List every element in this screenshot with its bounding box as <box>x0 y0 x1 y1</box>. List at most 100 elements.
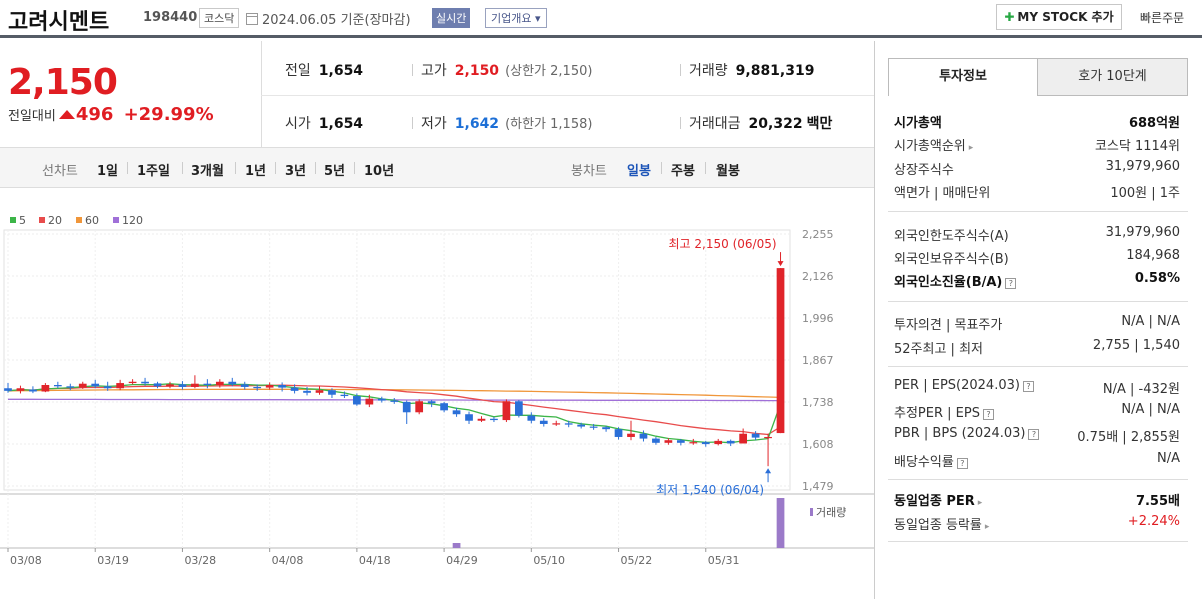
chevron-right-icon: ▸ <box>984 522 990 532</box>
line-chart-label: 선차트 <box>42 164 78 179</box>
candle-body <box>377 398 386 401</box>
x-tick-label: 05/22 <box>621 554 653 567</box>
x-tick-label: 03/19 <box>97 554 129 567</box>
foreign-ratio-value: 0.58% <box>1134 271 1180 286</box>
period-3y[interactable]: 3년 <box>285 164 307 179</box>
candle-body <box>141 381 149 384</box>
prev-close: 전일 1,654 <box>285 60 363 80</box>
y-tick-label: 1,738 <box>802 396 834 409</box>
high-label: 고가 <box>421 63 447 79</box>
candle-body <box>714 440 723 445</box>
candle-body <box>116 383 125 389</box>
candle-body <box>265 385 274 388</box>
shares-row: 상장주식수 31,979,960 <box>894 159 1180 181</box>
quick-order-link[interactable]: 빠른주문 <box>1140 11 1185 25</box>
change-percent: +29.99% <box>123 104 214 125</box>
opinion-value: N/A | N/A <box>1121 314 1180 329</box>
div-row: 배당수익률? N/A <box>894 451 1180 473</box>
period-1d[interactable]: 1일 <box>97 164 119 179</box>
candle-daily[interactable]: 일봉 <box>627 164 651 179</box>
divider <box>680 117 681 129</box>
help-icon[interactable]: ? <box>1028 429 1040 440</box>
candle-body <box>664 440 673 443</box>
sector-change-row[interactable]: 동일업종 등락률 ▸ +2.24% <box>894 514 1180 536</box>
add-mystock-label: MY STOCK 추가 <box>1017 10 1114 24</box>
candle-body <box>477 418 486 421</box>
divider <box>235 162 236 174</box>
candle-body <box>564 423 573 425</box>
tab-order-book[interactable]: 호가 10단계 <box>1037 58 1188 96</box>
candle-body <box>16 388 25 391</box>
candle-body <box>415 401 424 413</box>
high-price: 고가 2,150 (상한가 2,150) <box>412 60 592 80</box>
low-value: 1,642 <box>454 116 500 132</box>
period-10y[interactable]: 10년 <box>364 164 395 179</box>
upper-limit: (상한가 2,150) <box>505 64 593 79</box>
date-info: 2024.06.05 기준(장마감) <box>246 9 411 28</box>
candle-body <box>166 384 174 387</box>
divider <box>705 162 706 174</box>
market-cap-label: 시가총액 <box>894 116 942 131</box>
period-5y[interactable]: 5년 <box>324 164 346 179</box>
candle-body <box>278 385 286 388</box>
per-row: PER | EPS(2024.03)? N/A | -432원 <box>894 378 1180 400</box>
low-arrow-head <box>765 468 772 474</box>
sector-per-row[interactable]: 동일업종 PER ▸ 7.55배 <box>894 490 1180 512</box>
x-tick-label: 03/08 <box>10 554 42 567</box>
panel-bottom-border <box>888 541 1188 542</box>
add-mystock-button[interactable]: ✚ MY STOCK 추가 <box>996 4 1122 30</box>
candle-body <box>253 386 262 389</box>
legend-label-60: 60 <box>85 214 99 227</box>
legend-label-20: 20 <box>48 214 62 227</box>
change-amount: 496 <box>75 104 114 125</box>
divider <box>354 162 355 174</box>
low-label: 저가 <box>421 116 447 132</box>
candle-body <box>751 433 760 438</box>
plus-icon: ✚ <box>1004 10 1015 24</box>
help-icon[interactable]: ? <box>956 458 968 469</box>
candle-body <box>303 390 311 393</box>
period-1w[interactable]: 1주일 <box>137 164 170 179</box>
candle-body <box>340 394 349 397</box>
realtime-button[interactable]: 실시간 <box>432 8 471 28</box>
company-info-dropdown[interactable]: 기업개요 ▾ <box>485 8 547 28</box>
candle-weekly[interactable]: 주봉 <box>671 164 695 179</box>
candle-body <box>502 401 511 421</box>
chevron-right-icon: ▸ <box>977 498 983 508</box>
y-tick-label: 1,479 <box>802 480 834 493</box>
price-summary <box>0 41 874 148</box>
x-tick-label: 03/28 <box>184 554 216 567</box>
candle-body <box>577 424 586 427</box>
help-icon[interactable]: ? <box>1022 381 1034 392</box>
candle-body <box>228 381 237 385</box>
opinion-row: 투자의견 | 목표주가 N/A | N/A <box>894 314 1180 336</box>
est-per-label: 추정PER | EPS <box>894 406 980 421</box>
pbr-row: PBR | BPS (2024.03)? 0.75배 | 2,855원 <box>894 426 1180 448</box>
period-3m[interactable]: 3개월 <box>191 164 224 179</box>
legend-swatch-20 <box>39 217 45 223</box>
candle-body <box>390 400 399 402</box>
candlestick-chart[interactable]: 5 20 60 120 2,255 2,126 1,996 1,867 1,738 1,608 1,… <box>0 190 874 599</box>
help-icon[interactable]: ? <box>982 409 994 420</box>
open-label: 시가 <box>285 116 311 132</box>
candle-body <box>4 388 12 391</box>
help-icon[interactable]: ? <box>1005 278 1017 289</box>
wk52-value: 2,755 | 1,540 <box>1092 338 1180 353</box>
period-1y[interactable]: 1년 <box>245 164 267 179</box>
market-cap-value: 688억원 <box>1128 116 1180 131</box>
candle-monthly[interactable]: 월봉 <box>716 164 740 179</box>
wk52-label: 52주최고 | 최저 <box>894 342 983 357</box>
rank-row[interactable]: 시가총액순위 ▸ 코스닥 1114위 <box>894 135 1180 157</box>
candle-body <box>240 384 249 387</box>
opinion-label: 투자의견 | 목표주가 <box>894 318 1003 333</box>
tab-investment-info[interactable]: 투자정보 <box>888 58 1038 96</box>
ma5-line <box>7 383 782 444</box>
shares-label: 상장주식수 <box>894 163 954 178</box>
est-per-value: N/A | N/A <box>1121 402 1180 417</box>
volume: 거래량 9,881,319 <box>680 60 814 80</box>
candle-chart-label: 봉차트 <box>571 164 607 179</box>
trade-value-value: 20,322 <box>748 116 803 132</box>
foreign-limit-value: 31,979,960 <box>1105 225 1180 240</box>
legend-label-120: 120 <box>122 214 143 227</box>
foreign-limit-label: 외국인한도주식수(A) <box>894 229 1009 244</box>
